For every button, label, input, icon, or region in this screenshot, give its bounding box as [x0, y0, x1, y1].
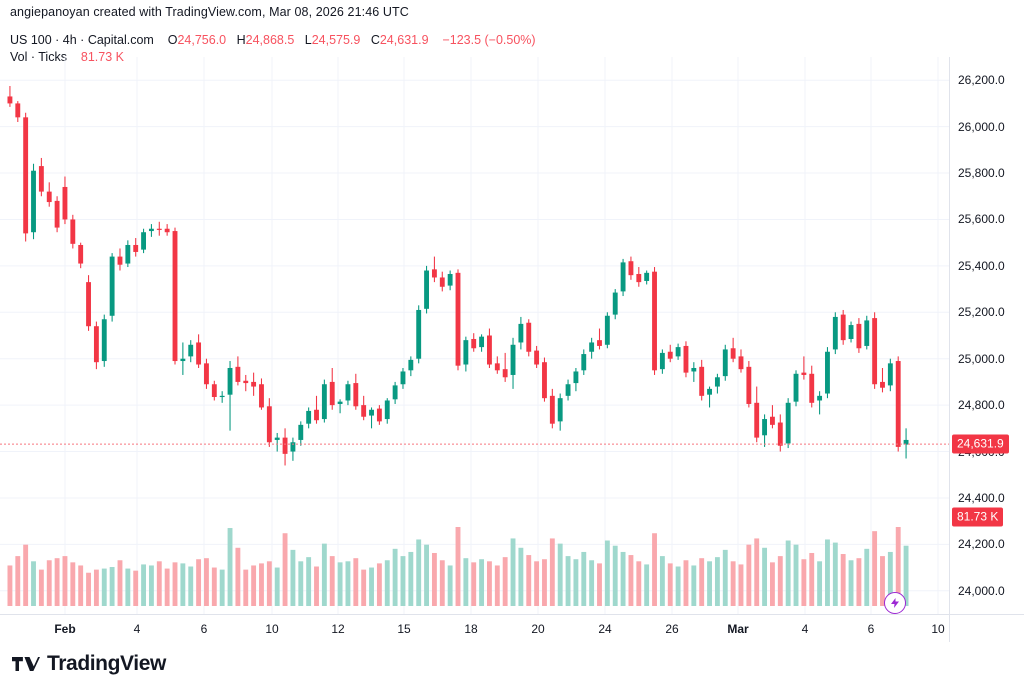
time-axis-tick: 10 [931, 622, 945, 636]
time-axis-tick: 4 [801, 622, 809, 636]
price-axis-tick: 25,600.0 [958, 212, 1005, 227]
legend-high-key: H [236, 33, 246, 47]
time-axis-tick: 15 [397, 622, 411, 636]
lightning-bolt-glyph [891, 598, 899, 608]
candlestick-volume-svg [0, 57, 949, 614]
price-axis-tick: 24,800.0 [958, 398, 1005, 413]
candlesticks-group [7, 86, 909, 466]
time-axis-tick: 24 [598, 622, 612, 636]
legend-close-value: 24,631.9 [379, 33, 429, 47]
time-axis-tick: 6 [867, 622, 875, 636]
legend-high-value: 24,868.5 [245, 33, 295, 47]
legend-open-key: O [167, 33, 178, 47]
price-axis[interactable]: 26,200.0 26,000.0 25,800.0 25,600.0 25,400.0… [949, 57, 1024, 614]
legend-volume-value: 81.73 K [80, 50, 124, 64]
gridlines-group [0, 57, 949, 614]
legend-close-key: C [370, 33, 380, 47]
tradingview-logo-icon [12, 657, 40, 671]
price-axis-tick: 25,800.0 [958, 166, 1005, 181]
last-volume-badge: 81.73 K [952, 507, 1004, 527]
time-axis-tick: 10 [265, 622, 279, 636]
legend-low-key: L [304, 33, 312, 47]
time-axis-tick: 6 [200, 622, 208, 636]
tradingview-brand-text: TradingView [47, 652, 166, 675]
axis-corner [949, 614, 1024, 642]
lightning-alert-icon[interactable] [884, 592, 906, 614]
last-price-badge: 24,631.9 [952, 434, 1009, 454]
time-axis-tick: 26 [665, 622, 679, 636]
price-axis-tick: 24,000.0 [958, 583, 1005, 598]
price-axis-tick: 26,200.0 [958, 73, 1005, 88]
price-axis-tick: 25,000.0 [958, 351, 1005, 366]
tradingview-footer: TradingView [12, 652, 166, 676]
price-axis-tick: 26,000.0 [958, 119, 1005, 134]
legend-symbol[interactable]: US 100 · 4h · Capital.com [10, 33, 154, 47]
legend-change: −123.5 (−0.50%) [442, 33, 536, 47]
price-axis-tick: 25,200.0 [958, 305, 1005, 320]
price-axis-tick: 24,200.0 [958, 537, 1005, 552]
legend-main-row: US 100 · 4h · Capital.com O24,756.0 H24,… [10, 32, 536, 49]
time-axis-tick: 12 [331, 622, 345, 636]
legend-volume-label[interactable]: Vol · Ticks [10, 50, 67, 64]
attribution-text: angiepanoyan created with TradingView.co… [10, 5, 409, 19]
time-axis-tick: Mar [727, 622, 749, 636]
time-axis-tick: 4 [133, 622, 141, 636]
time-axis-tick: 18 [464, 622, 478, 636]
price-axis-tick: 25,400.0 [958, 258, 1005, 273]
chart-plot-area[interactable] [0, 57, 949, 614]
legend-open-value: 24,756.0 [177, 33, 227, 47]
time-axis[interactable]: Feb 4 6 10 12 15 18 20 24 26 Mar 4 6 10 [0, 614, 949, 643]
volume-bars-group [7, 527, 909, 606]
legend-low-value: 24,575.9 [311, 33, 361, 47]
price-axis-tick: 24,400.0 [958, 490, 1005, 505]
time-axis-tick: 20 [531, 622, 545, 636]
time-axis-tick: Feb [54, 622, 76, 636]
legend-volume-row: Vol · Ticks 81.73 K [10, 49, 536, 66]
chart-legend: US 100 · 4h · Capital.com O24,756.0 H24,… [10, 32, 536, 66]
